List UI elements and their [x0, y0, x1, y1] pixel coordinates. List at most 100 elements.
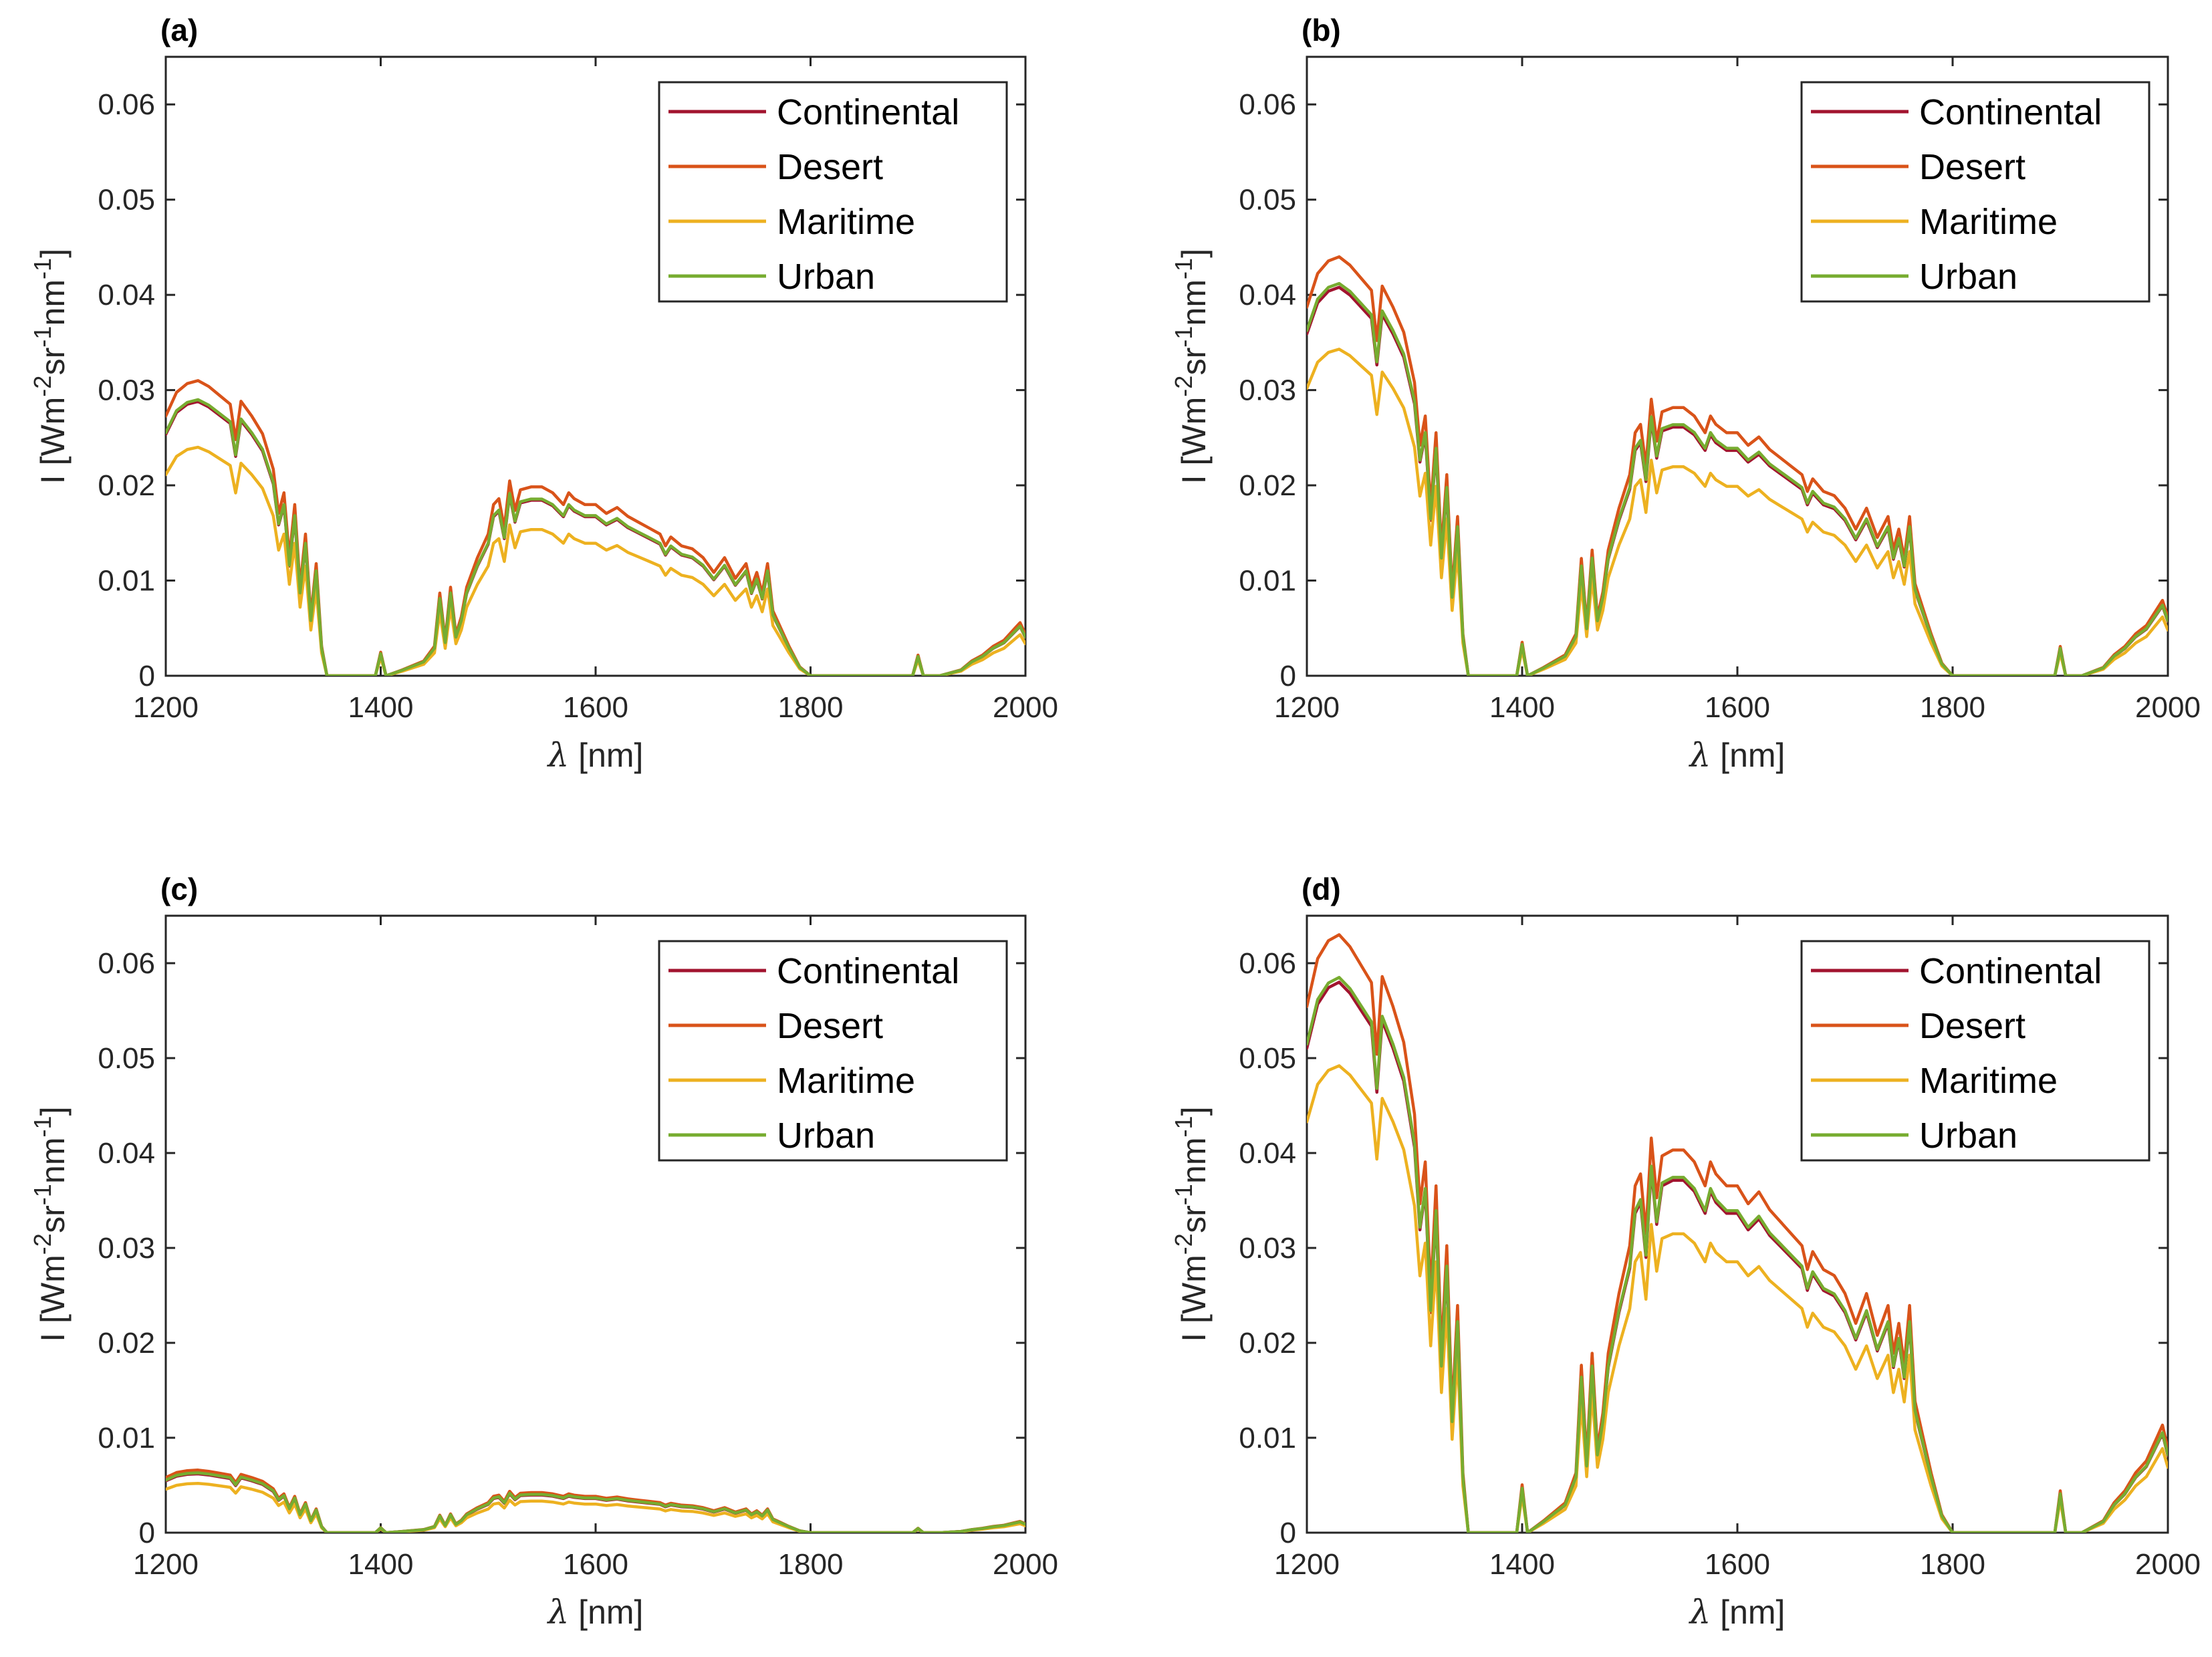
y-tick-label: 0.05: [98, 1042, 155, 1075]
y-tick-label: 0.04: [98, 1137, 155, 1170]
legend-label: Continental: [777, 951, 959, 991]
series-line-urban: [1307, 976, 2168, 1533]
y-tick-label: 0.01: [1239, 1422, 1296, 1454]
series-line-continental: [1307, 285, 2168, 676]
y-tick-label: 0: [139, 660, 155, 692]
y-tick-label: 0: [139, 1517, 155, 1549]
legend: Continental Desert Maritime Urban: [658, 940, 1008, 1162]
series-line-maritime: [166, 445, 1025, 676]
x-tick-label: 1200: [1274, 1548, 1340, 1581]
series-line-urban: [1307, 281, 2168, 676]
panel-label: (d): [1302, 872, 1341, 906]
x-tick-label: 1400: [348, 1548, 414, 1581]
x-axis-title: λ [nm]: [547, 736, 644, 775]
x-tick-label: 1600: [1705, 691, 1770, 724]
x-tick-label: 1600: [563, 691, 628, 724]
x-tick-label: 1200: [133, 691, 199, 724]
legend-label: Urban: [777, 1116, 875, 1156]
y-tick-label: 0: [1280, 660, 1296, 692]
y-axis-title: I [Wm-2 sr-1 nm-1 ]: [29, 249, 72, 484]
x-axis-title: λ [nm]: [547, 1593, 644, 1632]
series-line-continental: [166, 400, 1025, 676]
series-line-desert: [166, 1469, 1025, 1533]
y-tick-label: 0.01: [1239, 565, 1296, 598]
panel-label: (a): [160, 13, 198, 47]
x-tick-label: 1400: [1489, 691, 1555, 724]
legend: Continental Desert Maritime Urban: [1800, 81, 2150, 303]
x-axis-title: λ [nm]: [1689, 736, 1786, 775]
y-tick-label: 0: [1280, 1517, 1296, 1549]
x-tick-label: 1400: [1489, 1548, 1555, 1581]
x-tick-label: 2000: [2135, 1548, 2201, 1581]
y-tick-label: 0.05: [1239, 184, 1296, 217]
panel-label: (c): [160, 872, 198, 906]
y-tick-label: 0.04: [1239, 1137, 1296, 1170]
legend-box: [658, 81, 1008, 303]
legend-label: Continental: [1919, 92, 2102, 132]
x-tick-label: 2000: [2135, 691, 2201, 724]
legend-label: Continental: [1919, 951, 2102, 991]
legend-label: Maritime: [777, 1061, 915, 1101]
y-tick-label: 0.04: [98, 279, 155, 311]
y-tick-label: 0.02: [1239, 469, 1296, 502]
legend-label: Desert: [777, 147, 883, 187]
series-line-maritime: [1307, 348, 2168, 676]
y-tick-label: 0.05: [98, 184, 155, 217]
legend-label: Maritime: [777, 202, 915, 242]
series-line-maritime: [166, 1481, 1025, 1533]
y-tick-label: 0.01: [98, 565, 155, 598]
y-axis-title: I [Wm-2 sr-1 nm-1 ]: [29, 1106, 72, 1342]
legend-label: Urban: [1919, 1116, 2017, 1156]
x-tick-label: 2000: [993, 1548, 1058, 1581]
series-group: [166, 1469, 1025, 1533]
legend-box: [1800, 81, 2150, 303]
legend-label: Desert: [777, 1006, 883, 1046]
series-group: [1307, 933, 2168, 1533]
legend-label: Desert: [1919, 147, 2025, 187]
series-group: [1307, 255, 2168, 676]
y-tick-label: 0.02: [98, 1327, 155, 1360]
panel-label: (b): [1302, 13, 1341, 47]
x-tick-label: 2000: [993, 691, 1058, 724]
x-tick-label: 1600: [563, 1548, 628, 1581]
series-line-desert: [166, 379, 1025, 676]
series-line-urban: [166, 1471, 1025, 1533]
y-tick-label: 0.03: [98, 374, 155, 407]
series-line-desert: [1307, 933, 2168, 1533]
legend-label: Desert: [1919, 1006, 2025, 1046]
series-line-maritime: [1307, 1064, 2168, 1533]
series-group: [166, 379, 1025, 676]
chart-panel-4: 1200 1400 1600 1800 2000 0 0.01 0.02 0.03 0.04 0.0…: [1170, 872, 2201, 1632]
legend-label: Maritime: [1919, 1061, 2058, 1101]
series-line-urban: [166, 398, 1025, 676]
y-tick-label: 0.06: [98, 88, 155, 121]
chart-panel-2: 1200 1400 1600 1800 2000 0 0.01 0.02 0.03 0.04 0.0…: [1170, 13, 2201, 775]
legend-box: [1800, 940, 2150, 1162]
x-tick-label: 1800: [1920, 691, 1985, 724]
legend-label: Urban: [1919, 257, 2017, 297]
legend-label: Maritime: [1919, 202, 2058, 242]
y-axis-title: I [Wm-2 sr-1 nm-1 ]: [1170, 249, 1213, 484]
legend-label: Continental: [777, 92, 959, 132]
x-tick-label: 1200: [1274, 691, 1340, 724]
y-tick-label: 0.01: [98, 1422, 155, 1454]
legend-label: Urban: [777, 257, 875, 297]
y-tick-label: 0.05: [1239, 1042, 1296, 1075]
y-tick-label: 0.02: [98, 469, 155, 502]
chart-panel-1: 1200 1400 1600 1800 2000 0 0.01 0.02 0.03 0.04 0.0…: [29, 13, 1058, 775]
y-tick-label: 0.03: [98, 1232, 155, 1265]
x-tick-label: 1200: [133, 1548, 199, 1581]
x-tick-label: 1800: [778, 1548, 844, 1581]
legend: Continental Desert Maritime Urban: [658, 81, 1008, 303]
y-tick-label: 0.06: [1239, 88, 1296, 121]
x-axis-title: λ [nm]: [1689, 1593, 1786, 1632]
y-tick-label: 0.06: [1239, 947, 1296, 980]
x-tick-label: 1800: [778, 691, 844, 724]
chart-panel-3: 1200 1400 1600 1800 2000 0 0.01 0.02 0.03 0.04 0.0…: [29, 872, 1058, 1632]
y-tick-label: 0.04: [1239, 279, 1296, 311]
y-tick-label: 0.03: [1239, 1232, 1296, 1265]
y-tick-label: 0.03: [1239, 374, 1296, 407]
x-tick-label: 1800: [1920, 1548, 1985, 1581]
legend: Continental Desert Maritime Urban: [1800, 940, 2150, 1162]
